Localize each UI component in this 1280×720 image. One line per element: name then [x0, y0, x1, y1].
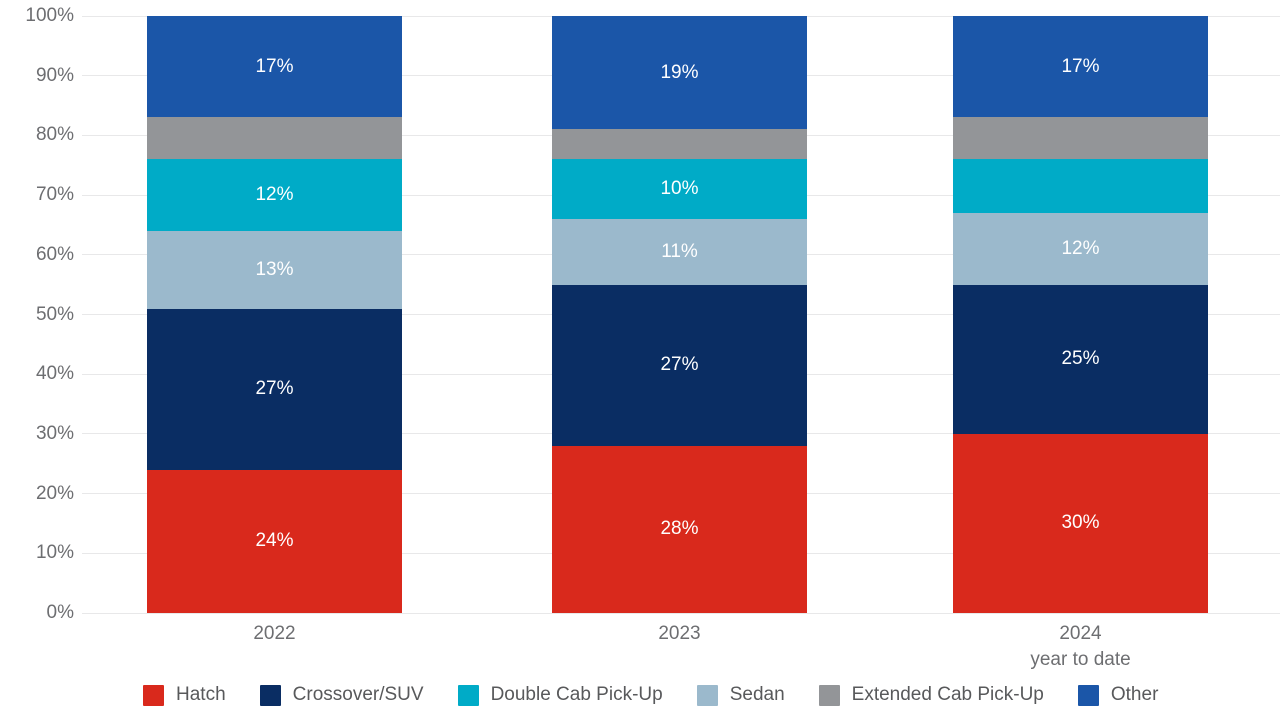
x-axis-label-2022: 2022 — [145, 621, 405, 647]
legend-swatch-double-cab-pick-up — [457, 684, 479, 706]
bar-value-label: 30% — [1061, 512, 1100, 534]
bar-value-label: 17% — [255, 55, 294, 77]
y-tick-label-70: 70% — [35, 184, 74, 206]
legend-swatch-crossover-suv — [259, 684, 281, 706]
legend-item-sedan: Sedan — [696, 684, 785, 706]
legend-label-other: Other — [1110, 684, 1159, 705]
bar-value-label: 17% — [1061, 55, 1100, 77]
bar-segment-sedan-2024: 12% — [953, 212, 1208, 285]
y-tick-label-100: 100% — [25, 5, 74, 26]
legend-label-double-cab-pick-up: Double Cab Pick-Up — [490, 684, 663, 705]
legend-item-crossover-suv: Crossover/SUV — [259, 684, 424, 706]
bar-segment-extended-cab-pick-up-2023 — [552, 129, 807, 160]
bar-value-label: 19% — [660, 61, 699, 83]
bar-value-label: 12% — [255, 184, 294, 206]
bar-segment-hatch-2023: 28% — [552, 445, 807, 613]
bar-segment-extended-cab-pick-up-2022 — [147, 117, 402, 160]
bar-segment-double-cab-pick-up-2023: 10% — [552, 159, 807, 219]
legend-label-crossover-suv: Crossover/SUV — [292, 684, 424, 705]
bar-2023: 19% 10% 11% 27% 28% — [552, 16, 807, 613]
bar-2024: 17% 12% 25% 30% — [953, 16, 1208, 613]
y-tick-label-0: 0% — [46, 602, 74, 623]
bar-2022: 17% 12% 13% 27% 24% — [147, 16, 402, 613]
x-axis-label-2024: 2024 year to date — [951, 621, 1211, 673]
bar-segment-crossover-suv-2024: 25% — [953, 284, 1208, 434]
legend-swatch-sedan — [696, 684, 718, 706]
bar-segment-other-2024: 17% — [953, 16, 1208, 118]
legend-item-double-cab-pick-up: Double Cab Pick-Up — [457, 684, 663, 706]
legend: Hatch Crossover/SUV Double Cab Pick-Up Seda… — [143, 683, 1158, 707]
bar-segment-other-2022: 17% — [147, 16, 402, 118]
bar-segment-double-cab-pick-up-2024 — [953, 159, 1208, 213]
x-axis-label-year: 2024 — [1059, 623, 1102, 644]
legend-swatch-extended-cab-pick-up — [818, 684, 840, 706]
y-tick-label-80: 80% — [35, 124, 74, 146]
bar-segment-hatch-2024: 30% — [953, 433, 1208, 613]
bar-segment-crossover-suv-2023: 27% — [552, 284, 807, 446]
y-tick-label-40: 40% — [35, 363, 74, 385]
x-axis-label-year: 2023 — [658, 623, 701, 644]
bar-value-label: 12% — [1061, 237, 1100, 259]
bar-segment-double-cab-pick-up-2022: 12% — [147, 159, 402, 231]
bar-value-label: 28% — [660, 518, 699, 540]
bar-segment-other-2023: 19% — [552, 16, 807, 130]
bar-value-label: 27% — [255, 378, 294, 400]
legend-item-other: Other — [1077, 684, 1159, 706]
legend-item-extended-cab-pick-up: Extended Cab Pick-Up — [818, 684, 1044, 706]
bar-value-label: 10% — [660, 178, 699, 200]
bar-segment-sedan-2022: 13% — [147, 230, 402, 309]
bar-segment-sedan-2023: 11% — [552, 218, 807, 285]
x-axis-label-2023: 2023 — [550, 621, 810, 647]
bar-segment-hatch-2022: 24% — [147, 469, 402, 613]
x-axis-sublabel: year to date — [1030, 649, 1131, 670]
y-tick-label-10: 10% — [35, 542, 74, 564]
bar-value-label: 13% — [255, 258, 294, 280]
bar-segment-extended-cab-pick-up-2024 — [953, 117, 1208, 160]
legend-label-extended-cab-pick-up: Extended Cab Pick-Up — [851, 684, 1044, 705]
bar-value-label: 25% — [1061, 348, 1100, 370]
gridline-0 — [82, 612, 1280, 614]
bar-segment-crossover-suv-2022: 27% — [147, 308, 402, 470]
y-tick-label-20: 20% — [35, 482, 74, 504]
y-tick-label-50: 50% — [35, 303, 74, 325]
legend-label-sedan: Sedan — [729, 684, 785, 705]
legend-label-hatch: Hatch — [176, 684, 226, 705]
legend-swatch-hatch — [143, 684, 164, 706]
y-tick-label-30: 30% — [35, 422, 74, 444]
x-axis-label-year: 2022 — [253, 623, 296, 644]
y-tick-label-90: 90% — [35, 64, 74, 86]
legend-swatch-other — [1077, 684, 1099, 706]
legend-item-hatch: Hatch — [143, 684, 226, 706]
bar-value-label: 24% — [255, 530, 294, 552]
bar-value-label: 27% — [660, 354, 699, 376]
y-tick-label-60: 60% — [35, 243, 74, 265]
bar-value-label: 11% — [661, 240, 698, 262]
